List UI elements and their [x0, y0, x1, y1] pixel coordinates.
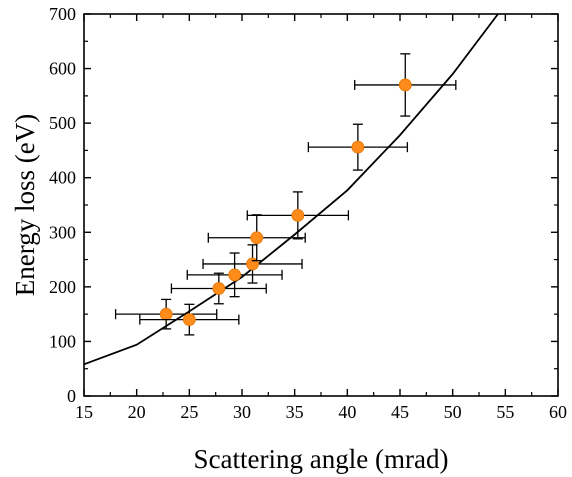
model-curve-layer	[83, 13, 499, 366]
data-point-group	[246, 191, 350, 240]
x-tick-label: 35	[286, 402, 304, 422]
y-tick-label: 0	[67, 386, 76, 406]
data-point	[212, 282, 226, 295]
x-tick-label: 15	[75, 402, 93, 422]
y-tick-label: 400	[49, 168, 76, 188]
data-point	[228, 268, 242, 282]
data-point-group	[114, 298, 218, 330]
data-point-group	[170, 272, 267, 305]
data-point-group	[139, 303, 240, 336]
data-point-group	[307, 123, 409, 171]
x-tick-label: 50	[444, 402, 462, 422]
data-point	[398, 78, 412, 92]
y-tick-label: 700	[49, 4, 76, 24]
y-axis-title: Energy loss (eV)	[10, 114, 40, 296]
data-point	[182, 313, 196, 327]
x-tick-label: 60	[549, 402, 567, 422]
x-tick-label: 25	[180, 402, 198, 422]
x-tick-label: 40	[338, 402, 356, 422]
plot-frame	[83, 13, 559, 397]
data-point	[351, 140, 365, 154]
x-axis-title: Scattering angle (mrad)	[194, 444, 449, 474]
data-point-group	[207, 214, 306, 262]
x-tick-label: 45	[391, 402, 409, 422]
axis-ticks: 15 20 25 30 35 40 45 50 55 6001002003004005006007…	[49, 4, 567, 422]
data-points-layer	[114, 53, 457, 336]
data-point	[159, 307, 173, 321]
data-point-group	[186, 252, 283, 298]
model-curve	[83, 13, 499, 366]
y-tick-label: 600	[49, 59, 76, 79]
data-point	[291, 208, 305, 222]
x-tick-label: 55	[496, 402, 514, 422]
y-tick-label: 500	[49, 113, 76, 133]
data-point	[250, 231, 264, 245]
y-tick-label: 200	[49, 277, 76, 297]
data-point-group	[202, 244, 303, 284]
y-tick-label: 300	[49, 222, 76, 242]
y-tick-label: 100	[49, 331, 76, 351]
data-point-group	[354, 53, 457, 117]
x-tick-label: 20	[128, 402, 146, 422]
x-tick-label: 30	[233, 402, 251, 422]
